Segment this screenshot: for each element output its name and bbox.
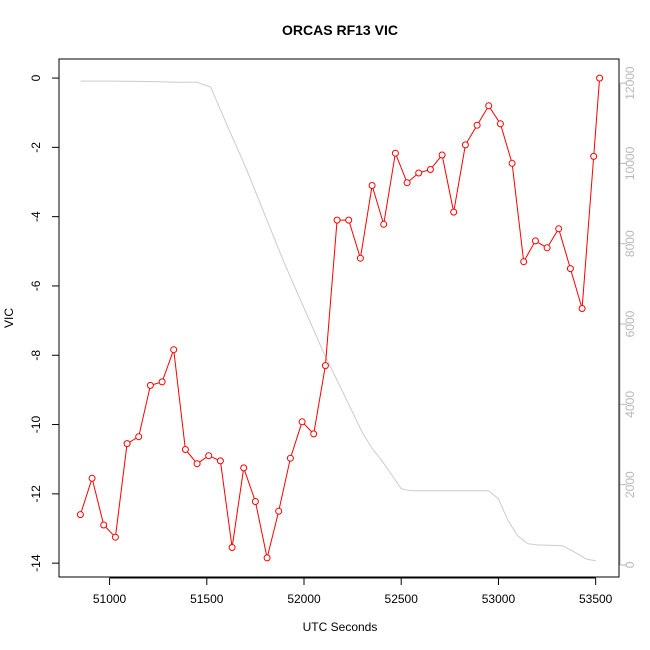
vic-data-point — [450, 208, 458, 216]
vic-data-point — [181, 446, 189, 453]
y2-tick-label: 10000 — [623, 146, 637, 180]
vic-data-point — [403, 179, 411, 187]
vic-data-point — [193, 460, 201, 468]
vic-data-point — [590, 152, 598, 160]
vic-data-point — [415, 169, 423, 177]
vic-data-point — [566, 265, 574, 273]
vic-data-point — [251, 498, 259, 505]
y-axis-label: VIC — [2, 308, 16, 328]
vic-data-point — [123, 440, 131, 448]
y-tick-label: -4 — [29, 211, 43, 222]
vic-data-point — [485, 102, 493, 110]
vic-data-point — [520, 258, 528, 266]
y-tick-label: -14 — [29, 554, 43, 572]
vic-data-point — [508, 159, 516, 167]
vic-data-point — [531, 237, 539, 245]
vic-data-point — [578, 305, 586, 312]
vic-data-point — [100, 521, 108, 529]
vic-data-point — [170, 346, 178, 354]
y2-tick-label: 2000 — [623, 471, 637, 498]
vic-data-point — [146, 381, 154, 389]
y-tick-label: -10 — [29, 416, 43, 434]
vic-series-layer — [76, 74, 604, 562]
vic-data-point — [473, 121, 481, 129]
vic-data-point — [263, 554, 271, 562]
vic-data-point — [240, 464, 248, 472]
plot-frame — [58, 58, 620, 578]
vic-data-point — [333, 216, 341, 224]
y-tick-label: -6 — [29, 280, 43, 291]
vic-data-point — [356, 254, 364, 262]
altitude-series-line — [80, 80, 596, 562]
vic-data-point — [380, 220, 388, 228]
x-tick-label: 52000 — [287, 592, 321, 606]
vic-data-point — [321, 362, 329, 370]
x-tick-label: 53500 — [579, 592, 613, 606]
y2-tick-label: 0 — [623, 561, 637, 568]
altitude-series-layer — [80, 80, 596, 562]
vic-data-point — [88, 474, 96, 482]
vic-data-point — [391, 149, 399, 157]
y2-tick-label: 4000 — [623, 391, 637, 418]
vic-data-point — [275, 507, 283, 515]
y2-tick-label: 12000 — [623, 66, 637, 100]
vic-data-point — [111, 533, 119, 541]
x-tick-label: 51500 — [190, 592, 224, 606]
y-tick-label: -12 — [29, 485, 43, 503]
y-tick-label: -2 — [29, 142, 43, 153]
vic-data-point — [368, 182, 376, 189]
vic-data-point — [438, 151, 446, 159]
y-axis: 0 -2 -4 -6 -8 -10 -12 -14 — [29, 74, 60, 572]
vic-data-point — [158, 378, 166, 386]
vic-data-point — [555, 225, 563, 233]
x-tick-label: 52500 — [385, 592, 419, 606]
vic-data-point — [286, 454, 294, 462]
y-tick-label: 0 — [29, 74, 43, 81]
vic-data-point — [76, 511, 84, 519]
vic-data-point — [496, 120, 504, 128]
vic-data-point — [298, 418, 306, 426]
vic-data-point — [461, 141, 469, 149]
vic-data-point — [426, 166, 434, 173]
vic-data-point — [228, 544, 236, 551]
vic-data-point — [310, 430, 318, 438]
vic-data-point — [543, 244, 551, 252]
x-tick-label: 53000 — [482, 592, 516, 606]
chart-title: ORCAS RF13 VIC — [282, 22, 398, 38]
vic-series-line — [79, 78, 601, 559]
y-tick-label: -8 — [29, 350, 43, 361]
vic-data-point — [345, 216, 353, 224]
y2-axis: 0 2000 4000 6000 8000 10000 12000 — [619, 66, 637, 568]
vic-data-point — [135, 433, 143, 441]
vic-data-point — [216, 457, 224, 465]
x-tick-label: 51000 — [93, 592, 127, 606]
vic-data-point — [596, 74, 604, 82]
y2-tick-label: 6000 — [623, 310, 637, 337]
x-axis: 51000 51500 52000 52500 53000 53500 — [93, 577, 613, 606]
y2-tick-label: 8000 — [623, 230, 637, 257]
x-axis-label: UTC Seconds — [303, 620, 378, 634]
vic-data-point — [205, 452, 213, 460]
